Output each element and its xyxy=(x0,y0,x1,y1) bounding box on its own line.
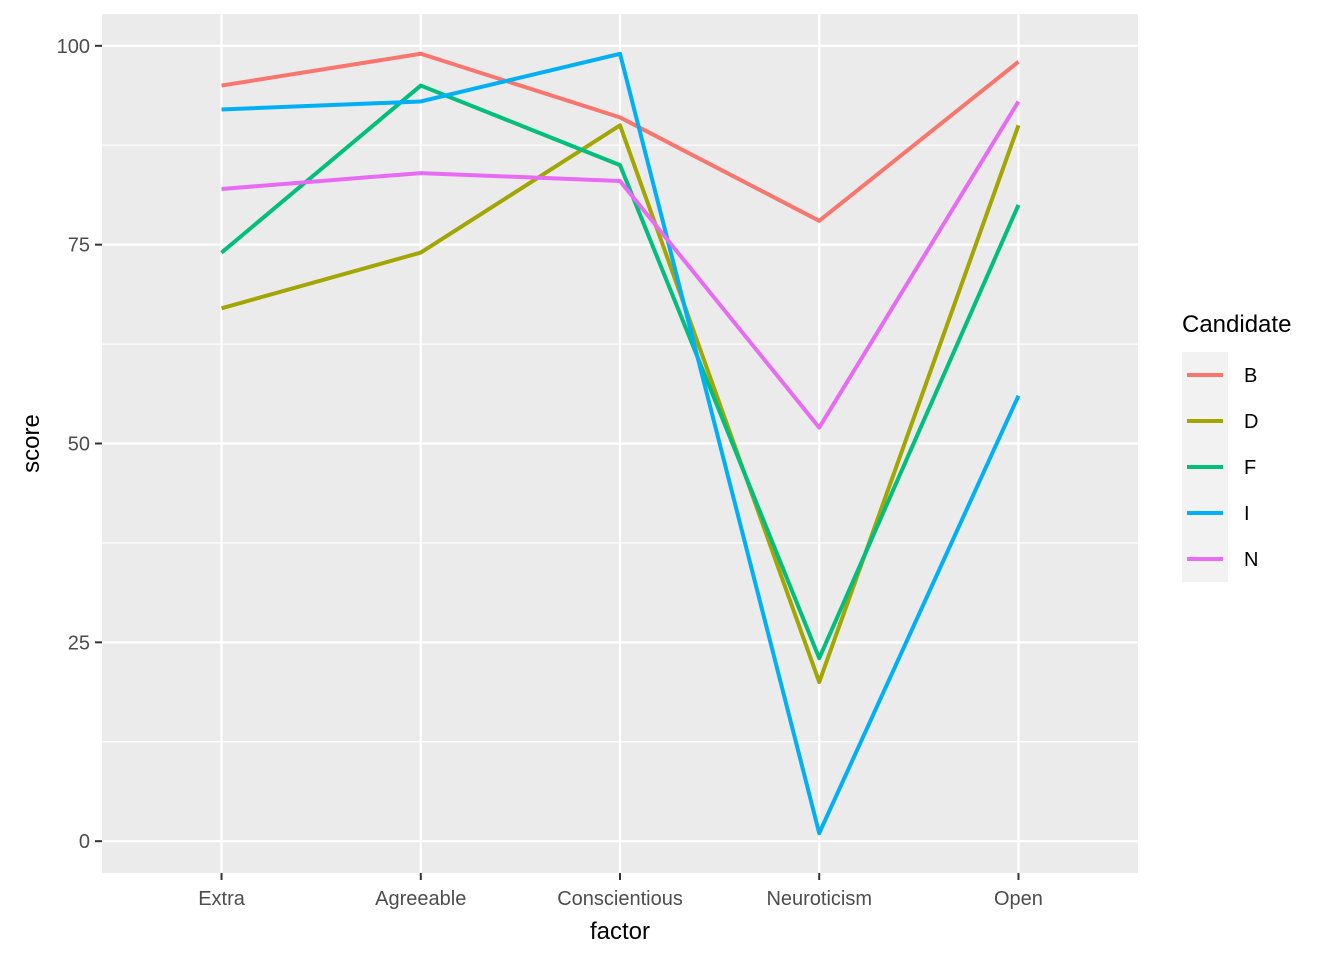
legend-label-I: I xyxy=(1244,503,1250,525)
legend-label-F: F xyxy=(1244,457,1256,479)
y-tick-label: 25 xyxy=(68,632,90,654)
y-tick-label: 0 xyxy=(79,831,90,853)
y-axis-title: score xyxy=(18,414,45,473)
x-tick-label: Extra xyxy=(198,888,246,910)
y-tick-label: 75 xyxy=(68,235,90,257)
y-tick-label: 100 xyxy=(57,36,90,58)
legend: Candidate B D F I N xyxy=(1182,311,1291,582)
legend-label-N: N xyxy=(1244,549,1258,571)
x-axis-title: factor xyxy=(590,918,650,945)
legend-title: Candidate xyxy=(1182,311,1291,338)
series-lines xyxy=(220,51,1021,836)
y-axis: 0 25 50 75 100 xyxy=(57,36,102,853)
x-tick-label: Conscientious xyxy=(557,888,683,910)
grid xyxy=(102,14,1138,873)
series-line-B xyxy=(221,51,1020,223)
legend-label-D: D xyxy=(1244,411,1258,433)
series-line-F xyxy=(220,83,1021,661)
x-tick-label: Open xyxy=(994,888,1043,910)
x-axis: Extra Agreeable Conscientious Neuroticism Op… xyxy=(198,873,1043,910)
series-line-D xyxy=(221,123,1021,685)
series-line-I xyxy=(221,51,1021,836)
legend-label-B: B xyxy=(1244,365,1257,387)
series-line-N xyxy=(221,100,1021,430)
x-tick-label: Agreeable xyxy=(375,888,466,910)
y-tick-label: 50 xyxy=(68,434,90,456)
x-tick-label: Neuroticism xyxy=(766,888,872,910)
